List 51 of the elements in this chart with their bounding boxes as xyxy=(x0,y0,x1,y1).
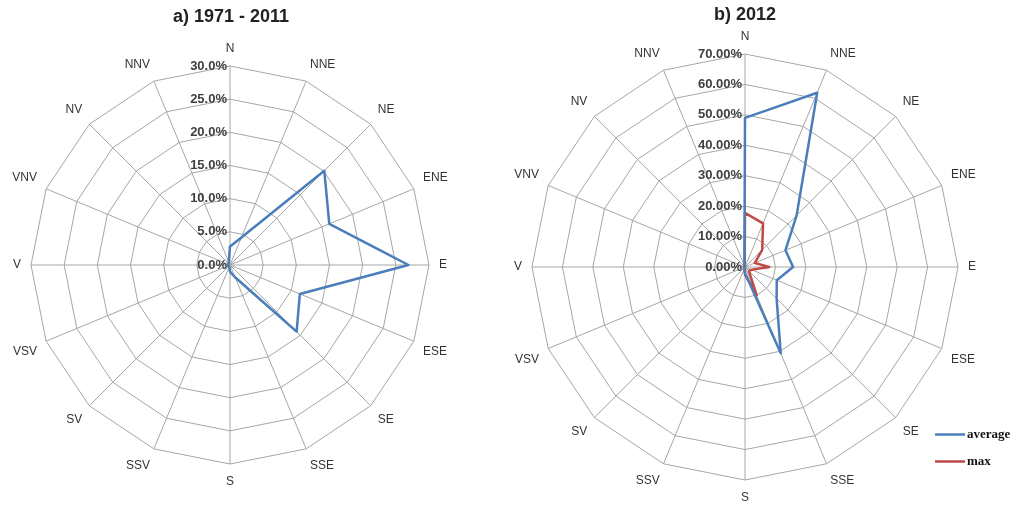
legend-label: average xyxy=(967,425,1011,441)
y-tick-label: 30.0% xyxy=(190,57,228,73)
y-tick-label: 20.00% xyxy=(697,197,743,213)
spoke-label: SSE xyxy=(830,472,855,487)
spoke-label: ESE xyxy=(423,344,448,359)
spoke-label: V xyxy=(513,259,522,274)
y-tick-label: 10.0% xyxy=(190,190,228,206)
spoke-label: S xyxy=(225,473,235,488)
spoke-label: V xyxy=(12,257,21,272)
spoke-label: N xyxy=(740,29,750,44)
legend-label: max xyxy=(967,452,992,468)
spoke-label: NV xyxy=(65,102,83,117)
spoke-label: VNV xyxy=(12,170,37,185)
spoke-label: SSV xyxy=(635,472,660,487)
y-tick-label: 50.00% xyxy=(697,106,743,122)
spoke-label: SSV xyxy=(126,457,151,472)
y-tick-label: 0.00% xyxy=(705,258,743,274)
spoke-label: NNV xyxy=(634,46,660,61)
spoke-label: SV xyxy=(571,424,588,439)
spoke-label: S xyxy=(740,489,750,504)
spoke-label: NNE xyxy=(309,57,336,72)
spoke-label: NE xyxy=(377,102,395,117)
spoke-label: NNE xyxy=(830,46,856,61)
y-tick-label: 5.0% xyxy=(197,223,228,239)
y-tick-label: 60.00% xyxy=(697,76,743,92)
spoke-label: VNV xyxy=(514,166,539,181)
y-tick-label: 25.0% xyxy=(190,90,228,106)
y-tick-label: 20.0% xyxy=(190,123,228,139)
y-tick-label: 0.0% xyxy=(197,256,228,272)
spoke-label: NE xyxy=(902,94,920,109)
y-tick-label: 70.00% xyxy=(697,45,743,61)
y-tick-label: 40.00% xyxy=(697,136,743,152)
spoke-label: N xyxy=(225,41,235,56)
spoke-label: NV xyxy=(570,94,588,109)
spoke-label: SV xyxy=(66,412,83,427)
spoke-label: SE xyxy=(377,412,394,427)
y-tick-label: 30.00% xyxy=(697,167,743,183)
spoke-label: E xyxy=(439,257,448,272)
spoke-label: SSE xyxy=(309,457,334,472)
spoke-label: E xyxy=(968,259,977,274)
y-tick-label: 15.0% xyxy=(190,157,228,173)
spoke-label: NNV xyxy=(124,57,151,72)
spoke-label: VSV xyxy=(514,351,539,366)
spoke-label: SE xyxy=(902,424,919,439)
spoke-label: VSV xyxy=(12,344,37,359)
chart-title: a) 1971 - 2011 xyxy=(172,5,290,26)
spoke-label: ENE xyxy=(423,170,448,185)
chart-title: b) 2012 xyxy=(713,3,777,24)
spoke-label: ESE xyxy=(951,351,976,366)
y-tick-label: 10.00% xyxy=(697,228,743,244)
spoke-label: ENE xyxy=(951,166,976,181)
